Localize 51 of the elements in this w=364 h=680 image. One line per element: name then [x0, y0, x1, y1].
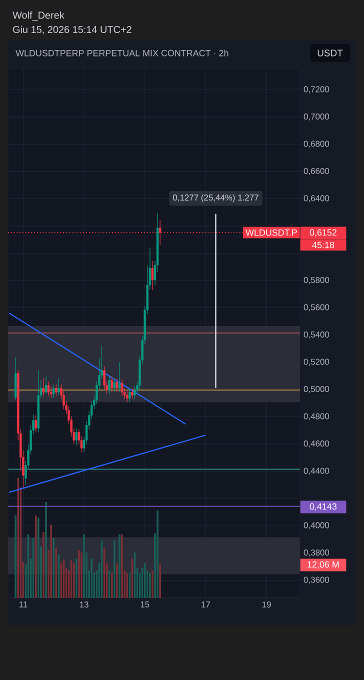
x-tick-label: 13	[80, 602, 88, 608]
candlestick	[44, 374, 48, 394]
y-tick-label: 0,6800	[304, 140, 330, 148]
y-tick-label: 0,5000	[304, 386, 330, 394]
candlestick	[131, 388, 134, 400]
candlestick	[126, 390, 128, 403]
candlestick	[151, 260, 154, 290]
annotation: 0,1277 (25,44%) 1.277	[172, 194, 258, 202]
candlestick	[42, 378, 45, 397]
y-tick-label: 0,6600	[304, 168, 330, 176]
y-tick-label: 0,3600	[304, 576, 330, 584]
y-tick-label: 0,5200	[304, 358, 330, 366]
candlestick	[47, 380, 50, 397]
candlestick	[14, 356, 17, 400]
candlestick	[108, 376, 110, 394]
y-tick-label: 0,4400	[304, 468, 330, 475]
candlestick	[34, 414, 38, 433]
candlestick	[75, 428, 78, 446]
candlestick	[110, 376, 114, 393]
candlestick	[113, 378, 116, 393]
text: Giu 15, 2026 15:14 UTC+2	[13, 26, 132, 34]
y-tick-label: 0,4600	[304, 440, 330, 448]
text: 12,06 M	[308, 561, 339, 569]
candlestick	[55, 384, 58, 397]
ref-line-label: WLDUSDT.P	[246, 229, 297, 236]
text: Wolf_Derek	[12, 11, 64, 21]
candlestick	[52, 384, 55, 399]
candlestick	[120, 378, 124, 397]
candlestick	[128, 388, 131, 403]
x-tick-label: 11	[19, 602, 28, 608]
y-tick-label: 0,3800	[304, 550, 330, 557]
y-tick-label: 0,5400	[304, 332, 330, 339]
candlestick	[118, 362, 121, 393]
text: 0,4143	[310, 503, 337, 511]
y-tick-label: 0,4000	[304, 522, 330, 530]
y-tick-label: 0,6400	[304, 195, 330, 202]
x-tick-label: 17	[202, 602, 210, 608]
text: 0,6152	[310, 229, 336, 237]
y-tick-label: 0,7000	[304, 114, 330, 121]
text: 45:18	[312, 242, 334, 248]
y-tick-label: 0,5800	[304, 277, 330, 284]
x-tick-label: 15	[140, 602, 150, 608]
x-tick-label: 19	[262, 602, 271, 608]
y-tick-label: 0,4800	[304, 413, 330, 420]
candlestick	[116, 378, 118, 393]
chart-title: WLDUSDTPERP PERPETUAL MIX CONTRACT · 2h	[16, 50, 228, 56]
candlestick	[58, 378, 60, 396]
candlestick	[103, 366, 106, 390]
y-tick-label: 0,5600	[304, 304, 330, 312]
y-tick-label: 0,7200	[304, 86, 330, 94]
text: USDT	[318, 50, 343, 56]
